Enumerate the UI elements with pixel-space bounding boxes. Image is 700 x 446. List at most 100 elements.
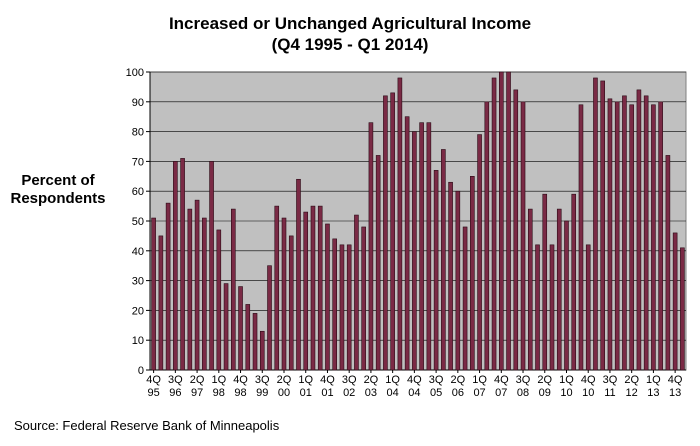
x-tick-label-quarter: 4Q bbox=[668, 374, 683, 386]
bar bbox=[636, 89, 642, 371]
x-tick-label-year: 98 bbox=[234, 387, 246, 399]
x-tick-label-year: 13 bbox=[669, 387, 681, 399]
x-tick-label-year: 95 bbox=[147, 387, 159, 399]
bar bbox=[614, 101, 620, 371]
x-tick-label-year: 02 bbox=[343, 387, 355, 399]
bar bbox=[672, 232, 678, 371]
bar bbox=[368, 122, 374, 371]
source-note: Source: Federal Reserve Bank of Minneapo… bbox=[14, 418, 280, 433]
x-tick-label-quarter: 2Q bbox=[450, 374, 465, 386]
bar bbox=[462, 226, 468, 371]
bar bbox=[484, 101, 490, 371]
bar bbox=[607, 98, 613, 371]
x-tick-label-quarter: 2Q bbox=[364, 374, 379, 386]
chart-title: Increased or Unchanged Agricultural Inco… bbox=[168, 14, 532, 33]
x-tick-label-year: 10 bbox=[560, 387, 572, 399]
bar bbox=[506, 71, 511, 371]
y-tick-label: 70 bbox=[132, 156, 144, 168]
bar bbox=[187, 208, 193, 371]
bar bbox=[448, 181, 453, 371]
x-tick-label-quarter: 4Q bbox=[494, 374, 509, 386]
bar bbox=[173, 161, 178, 371]
x-tick-label-quarter: 3Q bbox=[255, 374, 270, 386]
bar bbox=[499, 71, 504, 371]
y-tick-label: 100 bbox=[126, 67, 144, 79]
bar bbox=[585, 244, 591, 371]
bar bbox=[231, 208, 236, 371]
bar bbox=[281, 217, 287, 371]
bar bbox=[383, 95, 388, 371]
x-tick-label-year: 07 bbox=[495, 387, 507, 399]
x-tick-label-quarter: 3Q bbox=[603, 374, 618, 386]
bar bbox=[303, 211, 309, 371]
x-tick-label-year: 01 bbox=[321, 387, 333, 399]
bar bbox=[339, 244, 345, 371]
bar bbox=[433, 170, 439, 371]
x-tick-label-year: 11 bbox=[604, 387, 615, 399]
x-tick-label-year: 13 bbox=[647, 387, 659, 399]
bar bbox=[491, 77, 497, 371]
bar bbox=[325, 223, 330, 371]
bar bbox=[520, 101, 526, 371]
bar bbox=[354, 214, 359, 371]
bar bbox=[238, 286, 243, 371]
bar bbox=[310, 205, 316, 371]
x-tick-label-year: 04 bbox=[387, 387, 399, 399]
bar bbox=[542, 193, 548, 371]
bar bbox=[629, 104, 634, 371]
bar bbox=[274, 205, 280, 371]
y-tick-label: 30 bbox=[132, 276, 144, 288]
x-tick-label-quarter: 4Q bbox=[581, 374, 596, 386]
bar bbox=[194, 199, 200, 371]
x-tick-label-quarter: 1Q bbox=[211, 374, 226, 386]
bar bbox=[267, 265, 272, 371]
bar bbox=[680, 247, 685, 371]
x-tick-label-quarter: 1Q bbox=[559, 374, 574, 386]
bar bbox=[223, 283, 229, 371]
x-tick-label-year: 03 bbox=[365, 387, 377, 399]
x-tick-label-quarter: 4Q bbox=[146, 374, 161, 386]
x-tick-label-quarter: 2Q bbox=[624, 374, 639, 386]
x-tick-label-quarter: 1Q bbox=[298, 374, 313, 386]
bar bbox=[202, 217, 207, 371]
x-tick-label-quarter: 4Q bbox=[407, 374, 422, 386]
x-tick-label-year: 10 bbox=[582, 387, 594, 399]
bar bbox=[665, 155, 671, 371]
y-tick-label: 50 bbox=[132, 216, 144, 228]
bar bbox=[259, 330, 265, 371]
bar bbox=[390, 92, 395, 371]
x-tick-label-quarter: 4Q bbox=[233, 374, 248, 386]
x-tick-label-quarter: 1Q bbox=[385, 374, 400, 386]
bar bbox=[404, 116, 410, 371]
x-tick-label-year: 00 bbox=[278, 387, 290, 399]
bar bbox=[180, 158, 185, 371]
bar bbox=[361, 226, 366, 371]
bar bbox=[346, 244, 352, 371]
bar bbox=[556, 208, 562, 371]
bar bbox=[165, 202, 171, 371]
x-tick-label-year: 07 bbox=[473, 387, 485, 399]
y-axis-label-line1: Percent of bbox=[21, 172, 95, 189]
bar bbox=[317, 205, 323, 371]
bar bbox=[397, 77, 403, 371]
bar bbox=[288, 235, 294, 371]
y-tick-label: 90 bbox=[132, 97, 144, 109]
chart-subtitle: (Q4 1995 - Q1 2014) bbox=[271, 35, 429, 54]
bar bbox=[622, 95, 627, 371]
x-tick-label-quarter: 1Q bbox=[472, 374, 487, 386]
x-tick-label-quarter: 3Q bbox=[516, 374, 531, 386]
bar bbox=[593, 77, 598, 371]
bar bbox=[419, 122, 424, 371]
x-tick-label-quarter: 4Q bbox=[320, 374, 335, 386]
x-tick-label-quarter: 2Q bbox=[277, 374, 292, 386]
bar bbox=[332, 238, 337, 371]
y-axis-label-line2: Respondents bbox=[10, 190, 106, 207]
y-tick-label: 80 bbox=[132, 127, 144, 139]
bar bbox=[535, 244, 540, 371]
bar bbox=[651, 104, 656, 371]
y-tick-label: 40 bbox=[132, 246, 144, 258]
bar bbox=[296, 178, 301, 371]
bar bbox=[477, 134, 482, 371]
bar bbox=[578, 104, 584, 371]
bar bbox=[549, 244, 555, 371]
